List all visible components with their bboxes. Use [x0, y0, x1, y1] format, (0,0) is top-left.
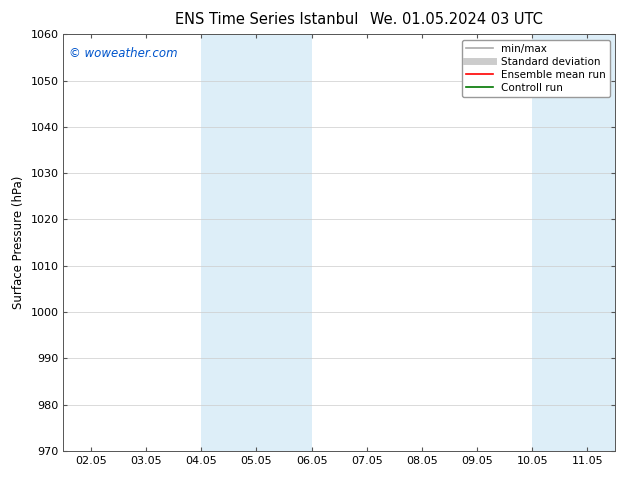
- Legend: min/max, Standard deviation, Ensemble mean run, Controll run: min/max, Standard deviation, Ensemble me…: [462, 40, 610, 97]
- Bar: [202, 34, 312, 451]
- Text: We. 01.05.2024 03 UTC: We. 01.05.2024 03 UTC: [370, 12, 543, 27]
- Text: © woweather.com: © woweather.com: [69, 47, 178, 60]
- Y-axis label: Surface Pressure (hPa): Surface Pressure (hPa): [12, 176, 25, 309]
- Text: ENS Time Series Istanbul: ENS Time Series Istanbul: [174, 12, 358, 27]
- Bar: [533, 34, 615, 451]
